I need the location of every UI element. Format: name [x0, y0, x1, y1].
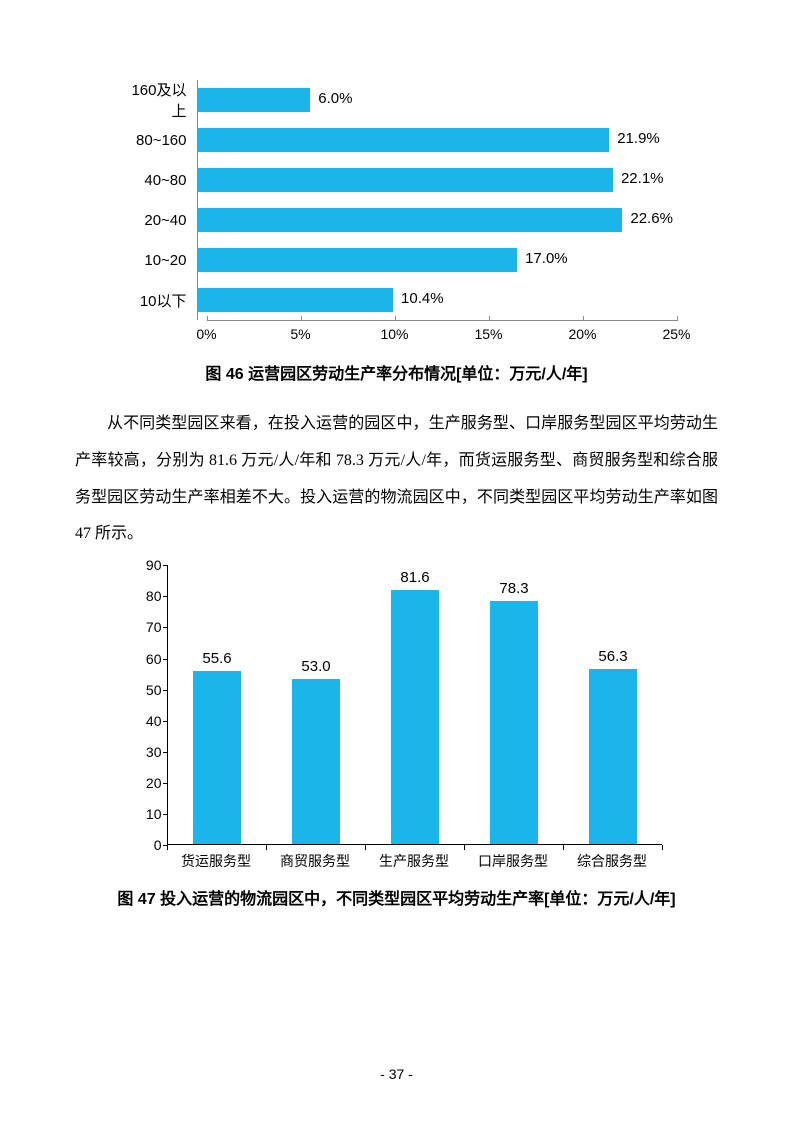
- chart1-category-label: 10~20: [117, 252, 197, 269]
- chart2-caption: 图 47 投入运营的物流园区中，不同类型园区平均劳动生产率[单位：万元/人/年]: [75, 885, 718, 909]
- chart2-value-label: 78.3: [499, 580, 528, 597]
- chart2-value-label: 55.6: [202, 650, 231, 667]
- chart1-xtick-label: 25%: [662, 326, 690, 342]
- chart2-category-label: 口岸服务型: [478, 851, 548, 871]
- chart1-value-label: 10.4%: [401, 290, 444, 307]
- chart1-caption: 图 46 运营园区劳动生产率分布情况[单位：万元/人/年]: [75, 360, 718, 384]
- chart2-bar: [589, 669, 637, 844]
- chart1-row: 40~80 22.1%: [117, 160, 677, 200]
- chart1-row: 10以下 10.4%: [117, 280, 677, 320]
- chart1-category-label: 20~40: [117, 212, 197, 229]
- chart2-category-label: 生产服务型: [379, 851, 449, 871]
- chart1-category-label: 40~80: [117, 172, 197, 189]
- chart1-category-label: 80~160: [117, 132, 197, 149]
- chart2-bar: [490, 601, 538, 845]
- chart2-value-label: 81.6: [400, 569, 429, 586]
- chart1-row: 20~40 22.6%: [117, 200, 677, 240]
- chart2-bar: [292, 679, 340, 844]
- chart1-value-label: 22.6%: [630, 210, 673, 227]
- chart1-xtick-label: 20%: [568, 326, 596, 342]
- chart1-value-label: 21.9%: [617, 130, 660, 147]
- chart2-bar: [391, 590, 439, 844]
- chart1-category-label: 10以下: [117, 290, 197, 311]
- body-paragraph: 从不同类型园区来看，在投入运营的园区中，生产服务型、口岸服务型园区平均劳动生产率…: [75, 406, 718, 553]
- page-number: - 37 -: [0, 1066, 793, 1082]
- chart1-row: 160及以上 6.0%: [117, 80, 677, 120]
- chart1-row: 80~160 21.9%: [117, 120, 677, 160]
- chart1-xtick-label: 15%: [474, 326, 502, 342]
- chart2-xaxis: 货运服务型 商贸服务型 生产服务型 口岸服务型 综合服务型: [167, 845, 662, 870]
- chart1-bar: [198, 88, 311, 112]
- chart1-track: 22.1%: [197, 160, 677, 200]
- chart1-track: 22.6%: [197, 200, 677, 240]
- chart1-container: 160及以上 6.0% 80~160 21.9% 40~80 22.1% 20~40 22.6…: [117, 80, 677, 345]
- chart1-value-label: 22.1%: [621, 170, 664, 187]
- chart1-bar: [198, 128, 610, 152]
- chart1-bar: [198, 248, 518, 272]
- chart1-xaxis: 0%5%10%15%20%25%: [207, 320, 677, 345]
- chart1-xtick-label: 10%: [380, 326, 408, 342]
- chart1-track: 10.4%: [197, 280, 677, 320]
- chart2-value-label: 56.3: [598, 648, 627, 665]
- chart2-bar: [193, 671, 241, 844]
- chart1-value-label: 17.0%: [525, 250, 568, 267]
- chart2-category-label: 综合服务型: [577, 851, 647, 871]
- chart1-bar: [198, 168, 613, 192]
- chart2-category-label: 货运服务型: [181, 851, 251, 871]
- chart1-bar: [198, 208, 623, 232]
- chart1-row: 10~20 17.0%: [117, 240, 677, 280]
- chart1-xtick-label: 5%: [290, 326, 310, 342]
- chart2-category-label: 商贸服务型: [280, 851, 350, 871]
- chart2-plot: 010203040506070809055.653.081.678.356.3: [167, 565, 662, 845]
- chart1-category-label: 160及以上: [117, 79, 197, 121]
- chart2-container: 010203040506070809055.653.081.678.356.3 …: [132, 565, 662, 870]
- chart1-track: 17.0%: [197, 240, 677, 280]
- chart1-track: 6.0%: [197, 80, 677, 120]
- chart1-value-label: 6.0%: [318, 90, 352, 107]
- chart1-xtick-label: 0%: [196, 326, 216, 342]
- chart1-bar: [198, 288, 394, 312]
- chart2-value-label: 53.0: [301, 658, 330, 675]
- chart1-track: 21.9%: [197, 120, 677, 160]
